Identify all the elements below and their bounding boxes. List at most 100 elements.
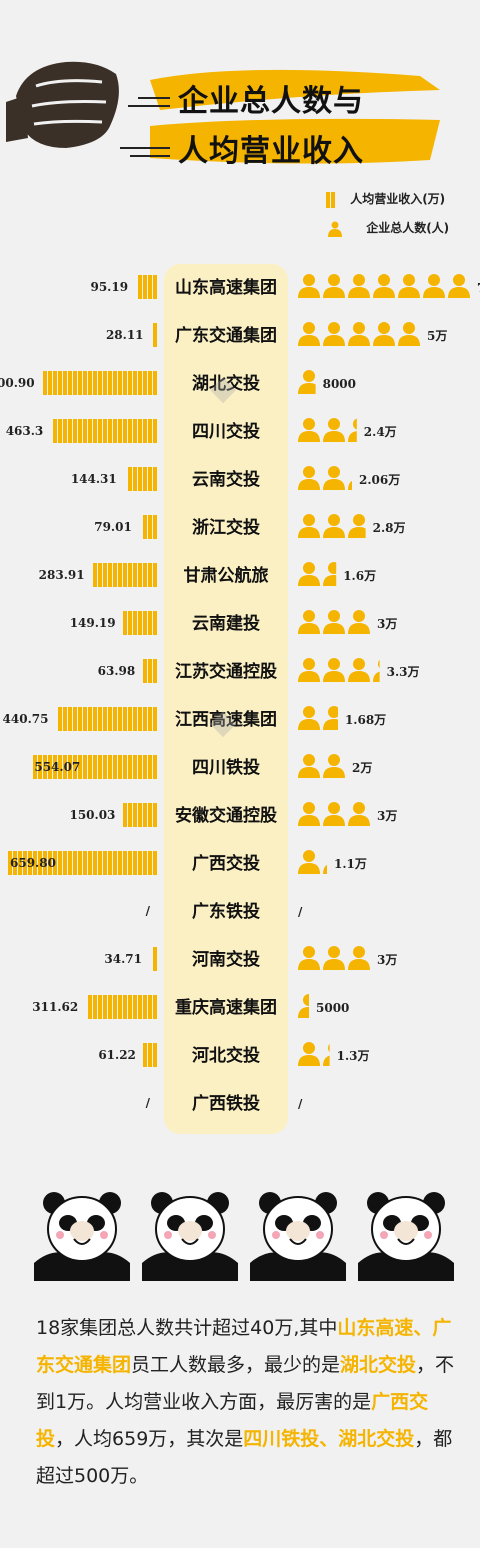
category-label: 河北交投: [192, 1045, 260, 1066]
watermark: ◆: [210, 368, 237, 408]
income-label: 79.01: [94, 520, 132, 534]
people-label: /: [298, 905, 303, 919]
people-label: 2.06万: [359, 473, 400, 487]
income-swatch: [326, 191, 335, 208]
people-label: 1.3万: [337, 1049, 370, 1063]
income-label: 500.90: [0, 376, 35, 390]
people-label: 2.4万: [364, 425, 397, 439]
summary-part: ，人均659万，其次是: [55, 1428, 244, 1450]
income-bar: [123, 611, 157, 635]
panda-icon: [250, 1192, 346, 1281]
category-label: 浙江交投: [192, 517, 260, 538]
panda-row: [34, 1185, 464, 1285]
watermark: ◆: [210, 702, 237, 742]
income-label: 61.22: [98, 1048, 136, 1062]
income-label: 95.19: [90, 280, 128, 294]
people-icons: [298, 706, 338, 730]
people-icons: [298, 466, 352, 490]
income-bar: [88, 995, 157, 1019]
category-label: 四川铁投: [192, 757, 260, 778]
people-icons: [298, 610, 370, 634]
legend-income: 人均营业收入(万): [326, 190, 445, 208]
header-graphics: [6, 61, 440, 164]
income-label: /: [146, 904, 151, 918]
category-label: 广东交通集团: [175, 325, 277, 346]
summary-highlight: 湖北交投: [340, 1354, 417, 1376]
income-label: 149.19: [70, 616, 116, 630]
income-bar: [43, 371, 157, 395]
people-icons: [298, 850, 327, 874]
summary-highlight: 四川铁投、湖北交投: [243, 1428, 415, 1450]
summary-part: ，不到1万。人均营业收入方面，最厉害的是: [36, 1354, 455, 1413]
income-label: 34.71: [104, 952, 142, 966]
category-label: 重庆高速集团: [175, 997, 277, 1018]
people-icons: [298, 994, 309, 1018]
income-bar: [53, 419, 157, 443]
income-bar: [128, 467, 157, 491]
income-bar: [153, 323, 157, 347]
people-label: 3.3万: [387, 665, 420, 679]
people-icons: [298, 370, 316, 394]
people-icons: [298, 658, 380, 682]
title-line-1: 企业总人数与: [178, 84, 364, 119]
category-label: 山东高速集团: [175, 277, 277, 298]
income-label: 554.07: [34, 760, 80, 774]
income-label: 659.80: [10, 856, 56, 870]
summary-part: 18家集团总人数共计超过40万,其中: [36, 1317, 338, 1339]
income-bar: [33, 755, 157, 779]
people-label: 2万: [352, 761, 372, 775]
category-label: 甘肃公航旅: [184, 565, 269, 586]
category-label: 安徽交通控股: [175, 805, 277, 826]
income-label: 144.31: [71, 472, 117, 486]
people-label: 5万: [427, 329, 447, 343]
income-bar: [8, 851, 157, 875]
brush-stroke: [150, 69, 440, 164]
people-icons: [298, 562, 337, 586]
people-icons: [298, 946, 370, 970]
header: 企业总人数与 人均营业收入: [0, 50, 480, 170]
income-bar: [143, 1043, 157, 1067]
category-label: 湖北交投: [192, 373, 260, 394]
income-bar: [138, 275, 157, 299]
people-label: 5000: [316, 1001, 349, 1015]
panda-icon: [358, 1192, 454, 1281]
income-label: 440.75: [3, 712, 49, 726]
category-label: 江西高速集团: [175, 709, 277, 730]
summary-part: 员工人数最多，最少的是: [131, 1354, 341, 1376]
fist-icon: [6, 61, 119, 148]
people-icons: [298, 1042, 330, 1066]
person-icon: [328, 221, 342, 237]
people-icons: [298, 514, 366, 538]
title-dashes: [120, 97, 170, 157]
category-label: 四川交投: [192, 421, 260, 442]
people-label: 3万: [377, 953, 397, 967]
people-label: 3万: [377, 809, 397, 823]
income-bar: [143, 659, 157, 683]
income-label: 463.3: [6, 424, 44, 438]
category-label: 广西铁投: [192, 1093, 260, 1114]
category-label: 江苏交通控股: [175, 661, 277, 682]
category-label: 云南建投: [192, 613, 260, 634]
people-icons: [298, 274, 470, 298]
people-label: 3万: [377, 617, 397, 631]
people-icons: [298, 418, 357, 442]
legend-people: 企业总人数(人): [326, 219, 449, 237]
income-bar: [153, 947, 157, 971]
panda-meme-icon: [34, 1192, 454, 1281]
people-label: 1.1万: [334, 857, 367, 871]
category-label: 河南交投: [192, 949, 260, 970]
category-label: 云南交投: [192, 469, 260, 490]
income-bar: [123, 803, 157, 827]
income-label: 311.62: [32, 1000, 78, 1014]
title-line-2: 人均营业收入: [178, 134, 364, 169]
income-label: 28.11: [106, 328, 144, 342]
income-bar: [58, 707, 157, 731]
category-label: 广西交投: [192, 853, 260, 874]
income-label: 283.91: [39, 568, 85, 582]
people-icons: [298, 322, 420, 346]
legend-income-label: 人均营业收入(万): [350, 192, 446, 206]
summary-part: ，都超过500万。: [36, 1428, 453, 1487]
income-label: 63.98: [98, 664, 136, 678]
